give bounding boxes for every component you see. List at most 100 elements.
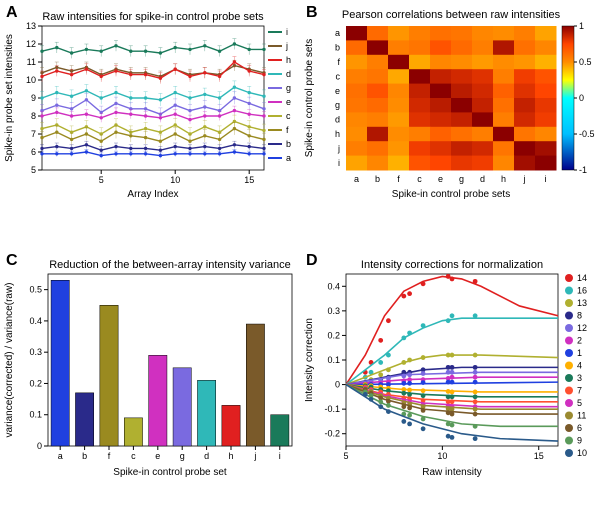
- svg-text:Spike-in control probe set: Spike-in control probe set: [113, 467, 227, 478]
- svg-text:-0.1: -0.1: [324, 404, 340, 414]
- svg-text:h: h: [335, 129, 340, 139]
- svg-text:12: 12: [26, 39, 36, 49]
- svg-text:-0.2: -0.2: [324, 429, 340, 439]
- svg-text:g: g: [180, 451, 185, 461]
- svg-text:11: 11: [27, 57, 36, 67]
- svg-text:10: 10: [170, 175, 180, 185]
- svg-text:d: d: [480, 174, 485, 184]
- svg-text:h: h: [286, 55, 291, 65]
- svg-text:2: 2: [577, 336, 582, 346]
- svg-text:6: 6: [31, 147, 36, 157]
- panel-a-letter: A: [6, 4, 18, 22]
- svg-text:-1: -1: [579, 165, 587, 175]
- panel-d-chart: Intensity corrections for normalization5…: [300, 248, 600, 478]
- svg-text:j: j: [337, 143, 340, 153]
- svg-text:h: h: [501, 174, 506, 184]
- panel-b: B Pearson correlations between raw inten…: [300, 0, 600, 200]
- svg-text:-0.5: -0.5: [579, 129, 595, 139]
- svg-text:15: 15: [244, 175, 254, 185]
- svg-text:a: a: [286, 153, 291, 163]
- svg-text:Spike-in control probe sets: Spike-in control probe sets: [392, 189, 510, 200]
- svg-text:e: e: [155, 451, 160, 461]
- svg-text:Raw intensity: Raw intensity: [422, 467, 481, 478]
- svg-text:g: g: [335, 100, 340, 110]
- svg-text:a: a: [354, 174, 359, 184]
- svg-text:Reduction of the between-array: Reduction of the between-array intensity…: [49, 259, 291, 271]
- svg-text:0.5: 0.5: [29, 285, 42, 295]
- svg-text:f: f: [286, 125, 289, 135]
- svg-text:Spike-in probe set intensities: Spike-in probe set intensities: [4, 34, 15, 162]
- svg-text:a: a: [335, 28, 340, 38]
- svg-text:c: c: [417, 174, 422, 184]
- svg-text:Pearson correlations between r: Pearson correlations between raw intensi…: [342, 9, 561, 21]
- svg-text:Array Index: Array Index: [127, 189, 178, 200]
- svg-text:g: g: [459, 174, 464, 184]
- svg-text:Intensity correction: Intensity correction: [304, 318, 315, 402]
- svg-text:d: d: [204, 451, 209, 461]
- svg-text:j: j: [253, 451, 256, 461]
- svg-text:1: 1: [579, 21, 584, 31]
- svg-text:g: g: [286, 83, 291, 93]
- svg-text:d: d: [286, 69, 291, 79]
- svg-text:f: f: [108, 451, 111, 461]
- svg-text:0.1: 0.1: [29, 410, 42, 420]
- svg-text:16: 16: [577, 286, 587, 296]
- svg-text:d: d: [335, 115, 340, 125]
- panel-d-letter: D: [306, 252, 318, 270]
- svg-text:i: i: [338, 158, 340, 168]
- svg-text:i: i: [279, 451, 281, 461]
- svg-text:10: 10: [26, 75, 36, 85]
- svg-text:8: 8: [577, 311, 582, 321]
- svg-text:0.1: 0.1: [327, 355, 340, 365]
- svg-text:14: 14: [577, 273, 587, 283]
- svg-text:j: j: [523, 174, 526, 184]
- svg-text:Raw intensities for spike-in c: Raw intensities for spike-in control pro…: [42, 11, 264, 23]
- svg-text:i: i: [545, 174, 547, 184]
- svg-text:h: h: [228, 451, 233, 461]
- svg-text:8: 8: [31, 111, 36, 121]
- panel-a-chart: Raw intensities for spike-in control pro…: [0, 0, 300, 200]
- svg-text:f: f: [397, 174, 400, 184]
- svg-text:0.4: 0.4: [29, 316, 42, 326]
- svg-text:0: 0: [579, 93, 584, 103]
- svg-text:e: e: [335, 86, 340, 96]
- svg-text:6: 6: [577, 423, 582, 433]
- svg-text:11: 11: [577, 411, 586, 421]
- svg-text:c: c: [131, 451, 136, 461]
- svg-text:0.4: 0.4: [327, 281, 340, 291]
- svg-text:0.3: 0.3: [29, 347, 42, 357]
- panel-c: C Reduction of the between-array intensi…: [0, 248, 300, 478]
- panel-d: D Intensity corrections for normalizatio…: [300, 248, 600, 478]
- svg-text:Spike-in control probe sets: Spike-in control probe sets: [304, 39, 315, 157]
- svg-text:b: b: [286, 139, 291, 149]
- svg-text:10: 10: [577, 448, 587, 458]
- svg-text:5: 5: [343, 451, 348, 461]
- svg-text:j: j: [285, 41, 288, 51]
- svg-text:0.3: 0.3: [327, 306, 340, 316]
- svg-text:13: 13: [26, 21, 36, 31]
- svg-text:10: 10: [437, 451, 447, 461]
- panel-a: A Raw intensities for spike-in control p…: [0, 0, 300, 200]
- svg-text:b: b: [82, 451, 87, 461]
- svg-text:9: 9: [577, 436, 582, 446]
- svg-text:7: 7: [577, 386, 582, 396]
- svg-text:b: b: [375, 174, 380, 184]
- svg-text:0: 0: [335, 380, 340, 390]
- panel-c-chart: Reduction of the between-array intensity…: [0, 248, 300, 478]
- svg-text:f: f: [337, 57, 340, 67]
- svg-text:7: 7: [31, 129, 36, 139]
- svg-text:e: e: [438, 174, 443, 184]
- svg-text:5: 5: [31, 165, 36, 175]
- svg-text:4: 4: [577, 361, 582, 371]
- panel-c-letter: C: [6, 252, 18, 270]
- svg-text:12: 12: [577, 323, 587, 333]
- panel-b-letter: B: [306, 4, 318, 22]
- svg-text:0.2: 0.2: [327, 330, 340, 340]
- svg-text:5: 5: [577, 398, 582, 408]
- svg-text:0: 0: [37, 441, 42, 451]
- panel-b-chart: Pearson correlations between raw intensi…: [300, 0, 600, 200]
- svg-text:0.2: 0.2: [29, 378, 42, 388]
- svg-text:c: c: [286, 111, 291, 121]
- svg-text:15: 15: [534, 451, 544, 461]
- svg-text:0.5: 0.5: [579, 57, 592, 67]
